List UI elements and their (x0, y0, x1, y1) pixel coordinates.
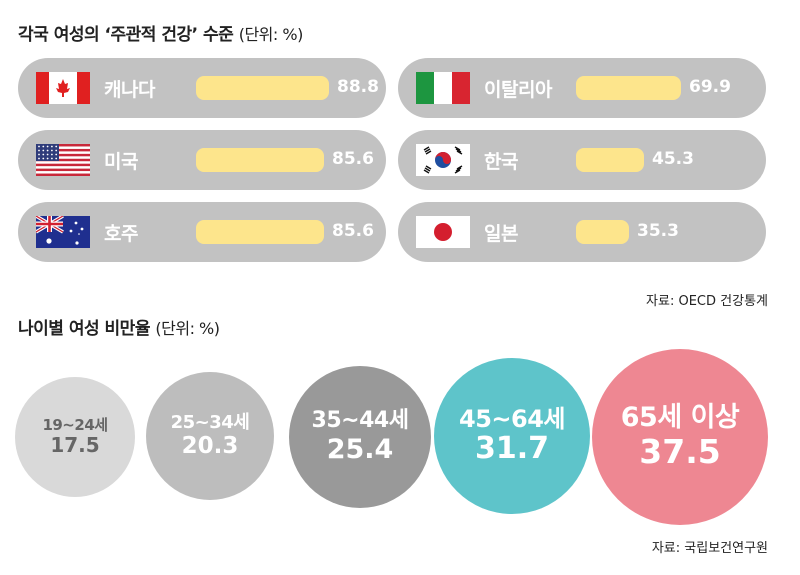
age-group-label: 65세 이상 (620, 402, 740, 434)
japan-flag-icon (416, 216, 470, 248)
obesity-value-label: 31.7 (474, 430, 550, 466)
health-value-label: 45.3 (652, 149, 694, 169)
country-row: 캐나다 88.8 (18, 58, 386, 118)
country-label: 일본 (484, 223, 518, 245)
health-bar (576, 220, 629, 244)
country-row: 호주 85.6 (18, 202, 386, 262)
korea-flag-icon (416, 144, 470, 176)
obesity-chart-title-text: 나이별 여성 비만율 (18, 319, 150, 339)
obesity-value-label: 25.4 (326, 433, 394, 465)
obesity-value-label: 20.3 (181, 432, 239, 459)
health-chart-title-text: 각국 여성의 ‘주관적 건강’ 수준 (18, 25, 234, 45)
obesity-value-label: 17.5 (50, 432, 100, 457)
obesity-chart-title: 나이별 여성 비만율 (단위: %) (18, 314, 220, 339)
country-row: 일본 35.3 (398, 202, 766, 262)
health-value-label: 69.9 (689, 77, 731, 97)
country-label: 미국 (104, 151, 138, 173)
country-row: 이탈리아 69.9 (398, 58, 766, 118)
italy-flag-icon (416, 72, 470, 104)
age-group-label: 45~64세 (459, 404, 566, 433)
country-row: 한국 45.3 (398, 130, 766, 190)
health-bar (196, 76, 329, 100)
health-value-label: 85.6 (332, 149, 374, 169)
obesity-bubble: 35~44세 25.4 (289, 366, 431, 508)
country-row: 미국 85.6 (18, 130, 386, 190)
country-label: 이탈리아 (484, 79, 552, 101)
health-bar (196, 220, 324, 244)
age-group-label: 25~34세 (170, 411, 250, 433)
obesity-bubble: 19~24세 17.5 (15, 377, 135, 497)
obesity-bubble: 45~64세 31.7 (434, 358, 590, 514)
health-chart-source: 자료: OECD 건강통계 (646, 294, 768, 309)
age-group-label: 19~24세 (42, 416, 108, 435)
australia-flag-icon (36, 216, 90, 248)
health-bar (576, 148, 644, 172)
obesity-chart-source: 자료: 국립보건연구원 (651, 541, 768, 556)
obesity-chart-unit: (단위: %) (155, 319, 220, 338)
health-value-label: 85.6 (332, 221, 374, 241)
health-chart-title: 각국 여성의 ‘주관적 건강’ 수준 (단위: %) (18, 20, 303, 45)
obesity-value-label: 37.5 (639, 431, 721, 471)
country-label: 한국 (484, 151, 518, 173)
country-label: 캐나다 (104, 79, 155, 101)
canada-flag-icon (36, 72, 90, 104)
health-value-label: 88.8 (337, 77, 379, 97)
obesity-bubble: 65세 이상 37.5 (592, 349, 768, 525)
obesity-bubble: 25~34세 20.3 (146, 372, 274, 500)
health-value-label: 35.3 (637, 221, 679, 241)
age-group-label: 35~44세 (311, 408, 409, 434)
country-label: 호주 (104, 223, 138, 245)
health-chart-unit: (단위: %) (238, 25, 304, 44)
health-bar (196, 148, 324, 172)
usa-flag-icon (36, 144, 90, 176)
health-bar (576, 76, 681, 100)
